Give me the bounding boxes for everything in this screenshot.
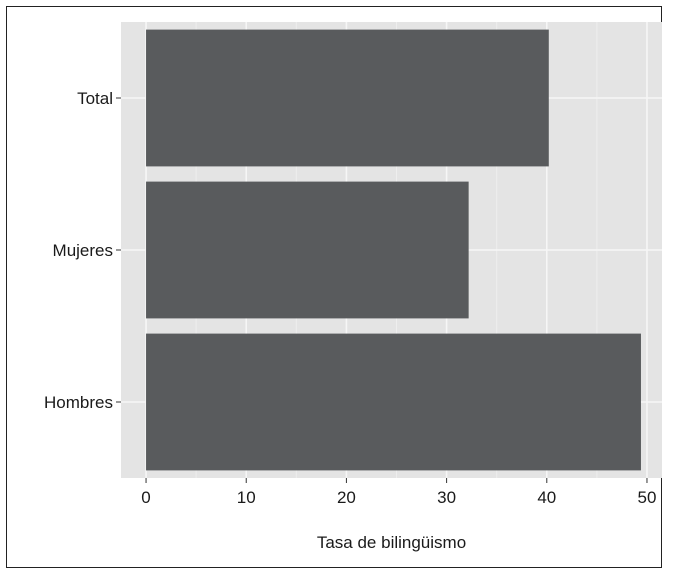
y-tick-label: Total	[77, 89, 113, 108]
x-tick-label: 0	[141, 488, 150, 507]
y-tick-label: Mujeres	[53, 241, 113, 260]
bar-hombres	[146, 333, 641, 471]
x-tick-label: 20	[337, 488, 356, 507]
bar-total	[146, 29, 549, 167]
x-tick-label: 40	[537, 488, 556, 507]
x-tick-label: 10	[237, 488, 256, 507]
y-tick-label: Hombres	[44, 393, 113, 412]
x-tick-label: 30	[437, 488, 456, 507]
bar-mujeres	[146, 181, 469, 319]
x-tick-label: 50	[638, 488, 657, 507]
x-axis: 0 10 20 30 40 50	[141, 478, 656, 507]
y-axis: Total Mujeres Hombres	[44, 89, 121, 412]
bars	[146, 29, 641, 471]
x-axis-title: Tasa de bilingüismo	[317, 533, 466, 552]
